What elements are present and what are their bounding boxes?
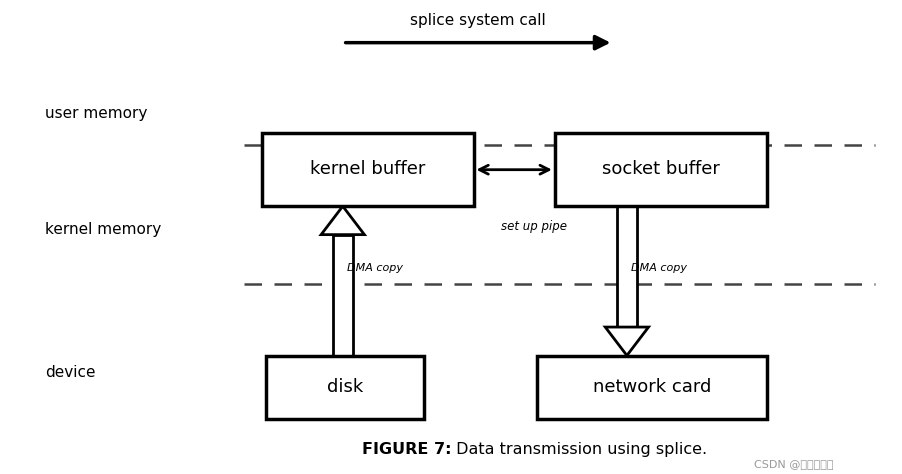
Text: device: device [45,365,96,380]
Bar [333,235,353,356]
Polygon shape [321,206,364,235]
Text: kernel memory: kernel memory [45,222,161,237]
Text: set up pipe: set up pipe [501,220,566,233]
Bar [537,356,767,419]
Text: socket buffer: socket buffer [602,161,720,178]
Text: DMA copy: DMA copy [631,263,687,273]
Text: disk: disk [327,379,364,396]
Text: network card: network card [593,379,711,396]
Polygon shape [605,327,649,356]
Text: user memory: user memory [45,106,147,121]
Text: FIGURE 7:: FIGURE 7: [362,442,451,457]
Bar [555,133,767,206]
Bar [262,133,474,206]
Text: CSDN @煎饼皮皮侠: CSDN @煎饼皮皮侠 [754,459,833,469]
Bar [266,356,424,419]
Text: Data transmission using splice.: Data transmission using splice. [451,442,707,457]
Text: DMA copy: DMA copy [347,263,403,273]
Text: splice system call: splice system call [410,13,546,28]
Bar [617,206,637,327]
Text: kernel buffer: kernel buffer [310,161,425,178]
